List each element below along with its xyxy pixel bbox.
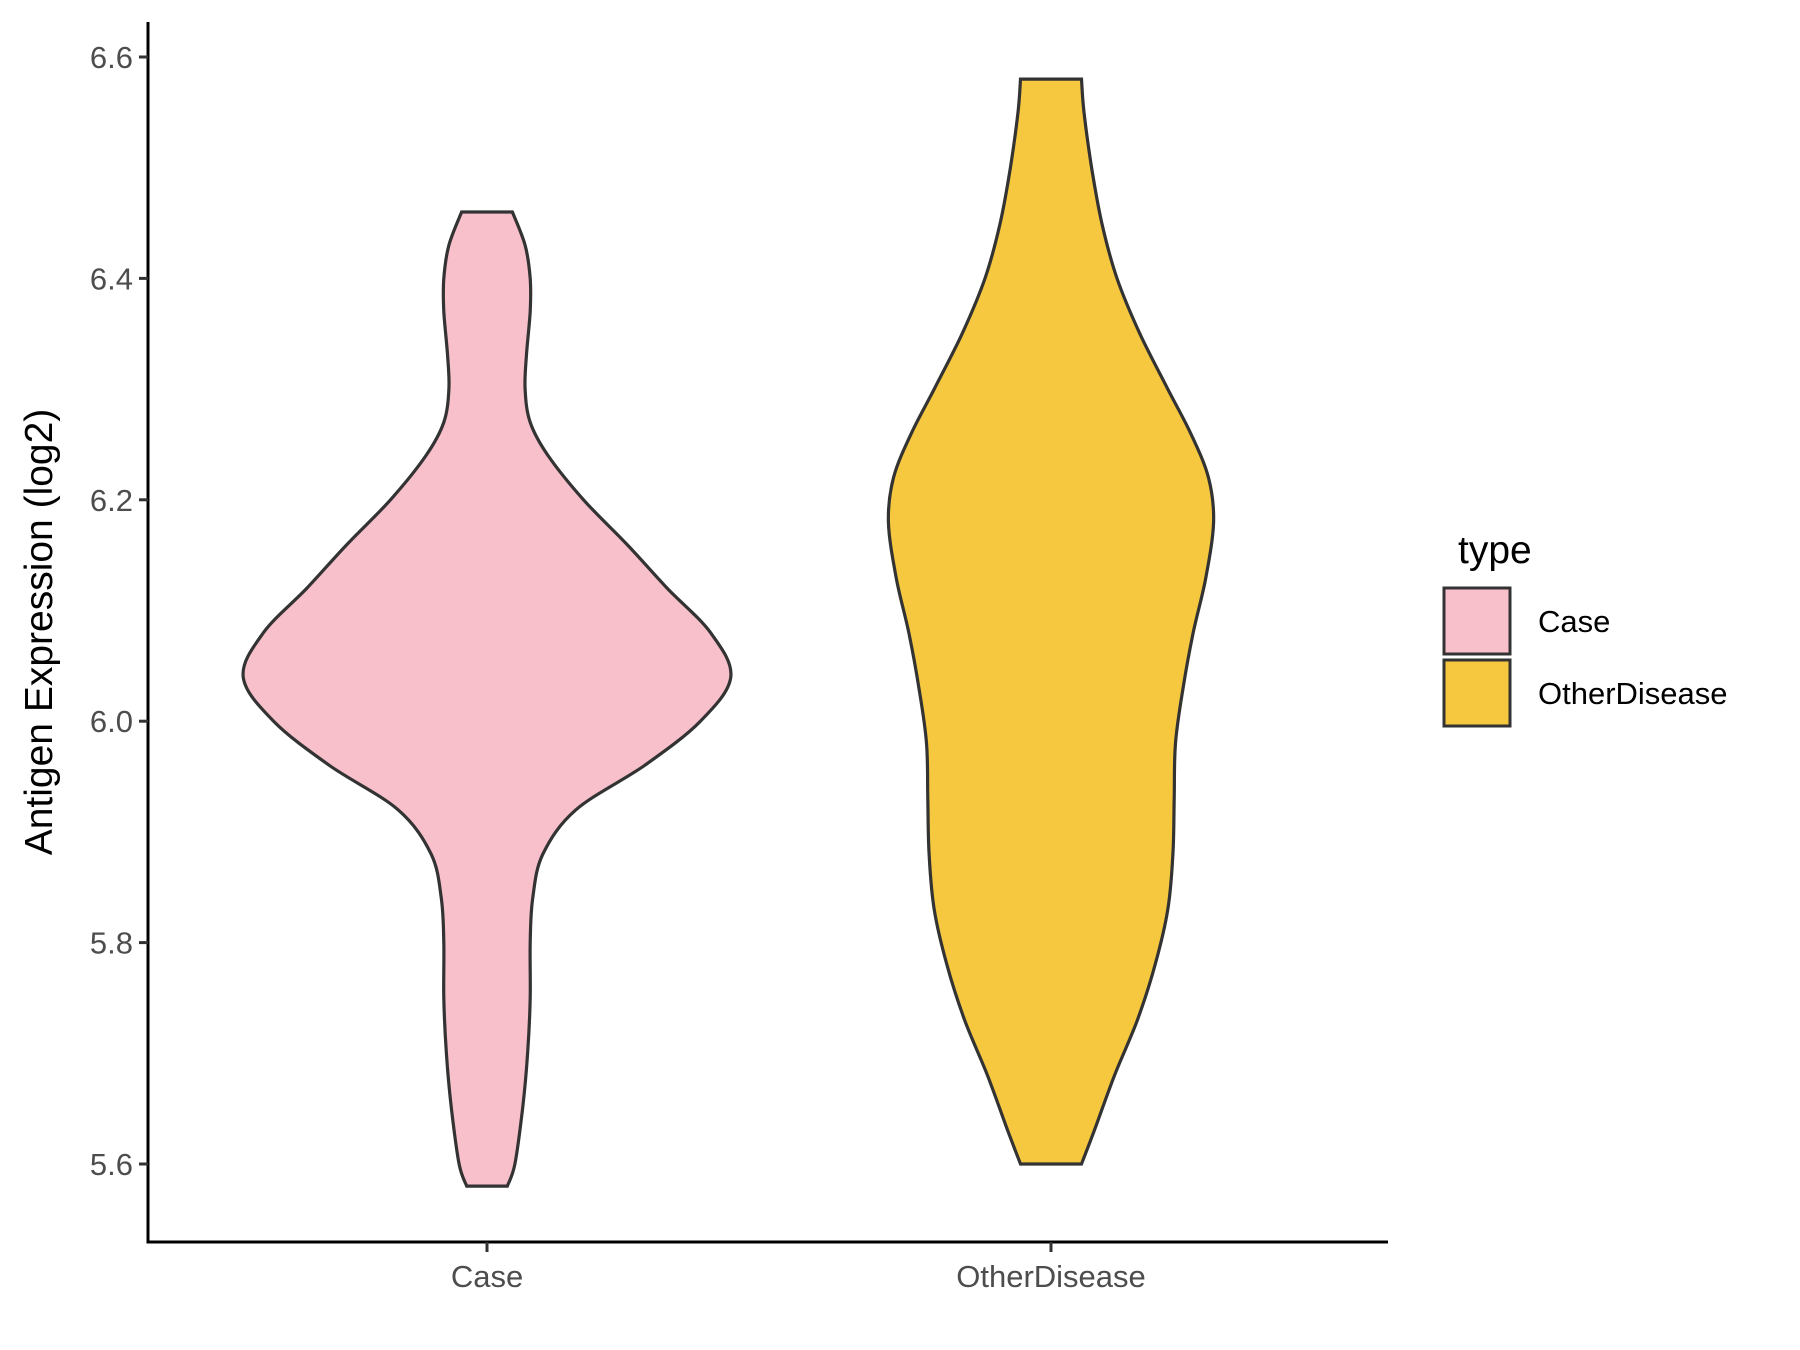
violin-layer — [241, 77, 1216, 1188]
legend-title: type — [1458, 529, 1532, 572]
x-tick-label-case: Case — [451, 1259, 523, 1294]
y-tick-label: 6.0 — [90, 704, 133, 739]
legend: type Case OtherDisease — [1442, 529, 1728, 728]
axes — [146, 22, 1388, 1244]
x-tick-label-otherdisease: OtherDisease — [956, 1259, 1146, 1294]
violin-case — [241, 210, 733, 1188]
legend-label-case: Case — [1538, 604, 1610, 639]
violin-otherdisease — [886, 77, 1216, 1166]
x-ticks: Case OtherDisease — [451, 1242, 1146, 1294]
y-ticks: 5.6 5.8 6.0 6.2 6.4 6.6 — [90, 40, 148, 1182]
y-tick-label: 6.4 — [90, 261, 133, 296]
legend-label-otherdisease: OtherDisease — [1538, 676, 1728, 711]
y-tick-label: 6.2 — [90, 483, 133, 518]
legend-swatch-case — [1442, 586, 1512, 656]
y-tick-label: 5.6 — [90, 1147, 133, 1182]
legend-swatch-otherdisease — [1442, 658, 1512, 728]
y-axis-title: Antigen Expression (log2) — [18, 409, 61, 856]
y-tick-label: 6.6 — [90, 40, 133, 75]
y-tick-label: 5.8 — [90, 926, 133, 961]
